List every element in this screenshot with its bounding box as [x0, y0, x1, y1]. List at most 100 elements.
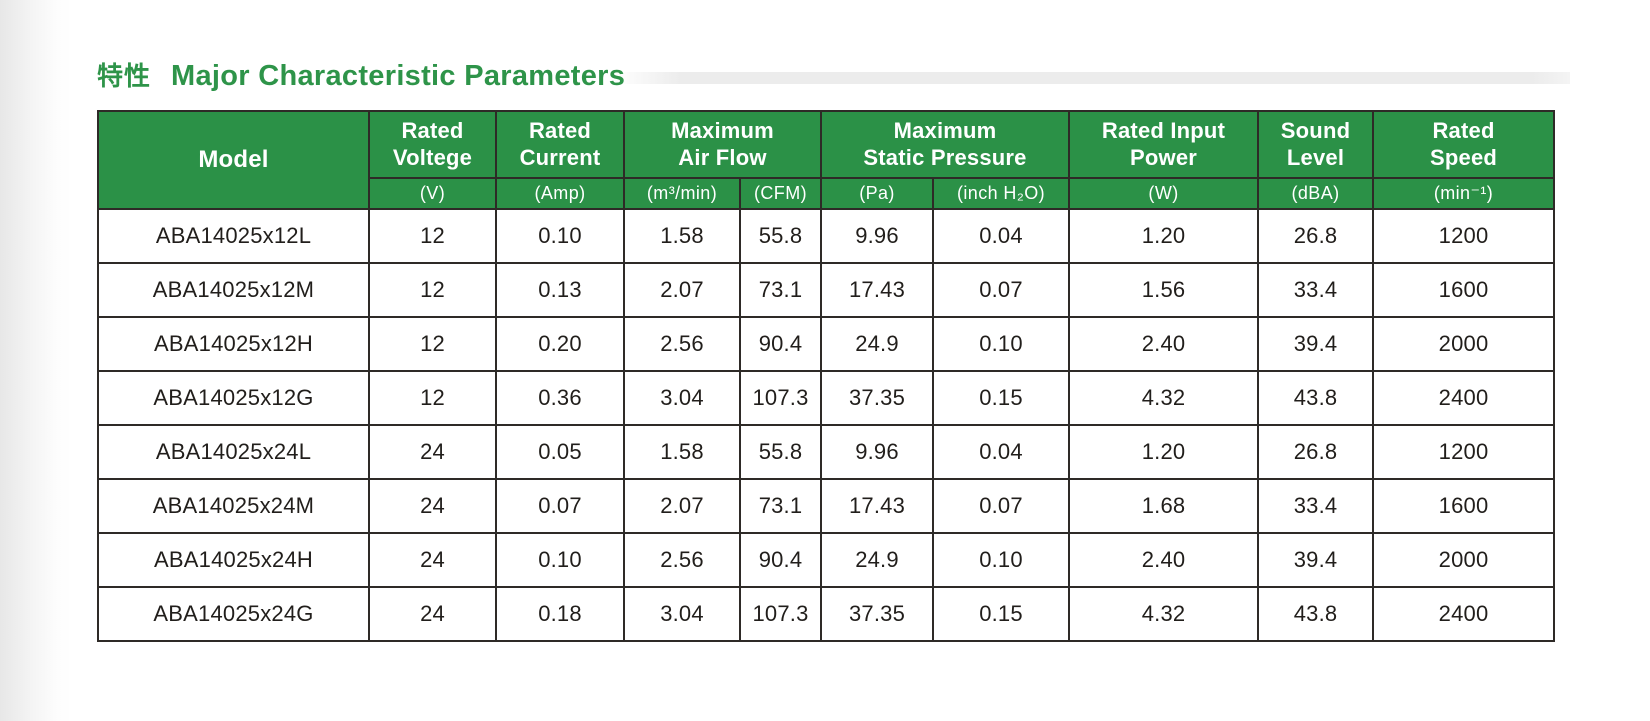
value-cell: 90.4 [739, 316, 822, 372]
value-cell: 0.15 [931, 586, 1071, 642]
unit-header-speed: (min⁻¹) [1372, 177, 1556, 210]
value-cell: 43.8 [1257, 586, 1375, 642]
value-cell: 37.35 [820, 370, 934, 426]
spec-table: Model Rated Voltege Rated Current Maximu… [97, 110, 1556, 642]
column-header-rated-current: Rated Current [495, 110, 625, 179]
value-cell: 12 [368, 370, 497, 426]
table-row: ABA14025x24L 24 0.05 1.58 55.8 9.96 0.04 1.20 26… [97, 424, 1556, 480]
table-row: ABA14025x12H 12 0.20 2.56 90.4 24.9 0.10 2.40 39… [97, 316, 1556, 372]
value-cell: 2.56 [623, 532, 741, 588]
value-cell: 0.18 [495, 586, 625, 642]
value-cell: 3.04 [623, 586, 741, 642]
value-cell: 0.10 [495, 208, 625, 264]
unit-header-pressure-inch-h2o: (inch H₂O) [931, 177, 1071, 210]
page-edge-gradient [0, 0, 72, 721]
value-cell: 43.8 [1257, 370, 1375, 426]
model-cell: ABA14025x24M [97, 478, 370, 534]
value-cell: 17.43 [820, 478, 934, 534]
value-cell: 12 [368, 208, 497, 264]
value-cell: 0.10 [931, 532, 1071, 588]
value-cell: 24 [368, 532, 497, 588]
value-cell: 12 [368, 316, 497, 372]
value-cell: 0.10 [495, 532, 625, 588]
value-cell: 39.4 [1257, 532, 1375, 588]
value-cell: 73.1 [739, 262, 822, 318]
unit-header-airflow-metric: (m³/min) [623, 177, 741, 210]
column-header-sound-level: Sound Level [1257, 110, 1375, 179]
value-cell: 39.4 [1257, 316, 1375, 372]
value-cell: 2.07 [623, 262, 741, 318]
column-header-max-air-flow: Maximum Air Flow [623, 110, 822, 179]
unit-header-voltage: (V) [368, 177, 497, 210]
table-row: ABA14025x12M 12 0.13 2.07 73.1 17.43 0.07 1.56 3… [97, 262, 1556, 318]
value-cell: 107.3 [739, 370, 822, 426]
value-cell: 90.4 [739, 532, 822, 588]
header-row-units: (V) (Amp) (m³/min) (CFM) (Pa) (inch H₂O)… [98, 177, 1556, 210]
column-header-rated-voltage: Rated Voltege [368, 110, 497, 179]
title-decorative-band [614, 72, 1570, 84]
value-cell: 24 [368, 424, 497, 480]
header-row-main: Model Rated Voltege Rated Current Maximu… [97, 110, 1556, 210]
value-cell: 37.35 [820, 586, 934, 642]
unit-header-power: (W) [1068, 177, 1260, 210]
model-cell: ABA14025x12M [97, 262, 370, 318]
unit-header-current: (Amp) [495, 177, 625, 210]
table-row: ABA14025x12G 12 0.36 3.04 107.3 37.35 0.15 4.32… [97, 370, 1556, 426]
value-cell: 24 [368, 586, 497, 642]
value-cell: 0.36 [495, 370, 625, 426]
value-cell: 2.40 [1068, 532, 1260, 588]
value-cell: 1.20 [1068, 424, 1260, 480]
value-cell: 24 [368, 478, 497, 534]
model-cell: ABA14025x24G [97, 586, 370, 642]
column-header-rated-speed: Rated Speed [1372, 110, 1556, 179]
value-cell: 1.58 [623, 208, 741, 264]
value-cell: 12 [368, 262, 497, 318]
value-cell: 0.05 [495, 424, 625, 480]
value-cell: 55.8 [739, 208, 822, 264]
unit-header-sound: (dBA) [1257, 177, 1375, 210]
value-cell: 1600 [1372, 478, 1556, 534]
value-cell: 0.20 [495, 316, 625, 372]
value-cell: 1200 [1372, 424, 1556, 480]
value-cell: 0.15 [931, 370, 1071, 426]
value-cell: 1600 [1372, 262, 1556, 318]
value-cell: 1.20 [1068, 208, 1260, 264]
value-cell: 26.8 [1257, 424, 1375, 480]
value-cell: 17.43 [820, 262, 934, 318]
table-row: ABA14025x24M 24 0.07 2.07 73.1 17.43 0.07 1.68 3… [97, 478, 1556, 534]
column-header-rated-input-power: Rated Input Power [1068, 110, 1260, 179]
column-header-max-static-pressure: Maximum Static Pressure [819, 110, 1071, 179]
page-title: 特性 Major Characteristic Parameters [97, 56, 625, 93]
value-cell: 0.13 [495, 262, 625, 318]
unit-header-pressure-pa: (Pa) [820, 177, 934, 210]
value-cell: 4.32 [1068, 370, 1260, 426]
unit-header-airflow-cfm: (CFM) [739, 177, 822, 210]
value-cell: 73.1 [739, 478, 822, 534]
value-cell: 2000 [1372, 316, 1556, 372]
value-cell: 1.56 [1068, 262, 1260, 318]
value-cell: 0.07 [931, 262, 1071, 318]
value-cell: 1.68 [1068, 478, 1260, 534]
value-cell: 24.9 [820, 316, 934, 372]
value-cell: 55.8 [739, 424, 822, 480]
value-cell: 2000 [1372, 532, 1556, 588]
value-cell: 0.04 [931, 208, 1071, 264]
value-cell: 107.3 [739, 586, 822, 642]
value-cell: 9.96 [820, 208, 934, 264]
value-cell: 2400 [1372, 370, 1556, 426]
value-cell: 33.4 [1257, 478, 1375, 534]
model-cell: ABA14025x12L [97, 208, 370, 264]
model-cell: ABA14025x12G [97, 370, 370, 426]
value-cell: 0.04 [931, 424, 1071, 480]
value-cell: 0.07 [495, 478, 625, 534]
value-cell: 2.40 [1068, 316, 1260, 372]
model-cell: ABA14025x24H [97, 532, 370, 588]
value-cell: 1200 [1372, 208, 1556, 264]
page-title-english: Major Characteristic Parameters [171, 60, 626, 92]
value-cell: 2.56 [623, 316, 741, 372]
value-cell: 0.07 [931, 478, 1071, 534]
table-row: ABA14025x24G 24 0.18 3.04 107.3 37.35 0.15 4.32… [97, 586, 1556, 642]
model-cell: ABA14025x24L [97, 424, 370, 480]
value-cell: 24.9 [820, 532, 934, 588]
model-cell: ABA14025x12H [97, 316, 370, 372]
